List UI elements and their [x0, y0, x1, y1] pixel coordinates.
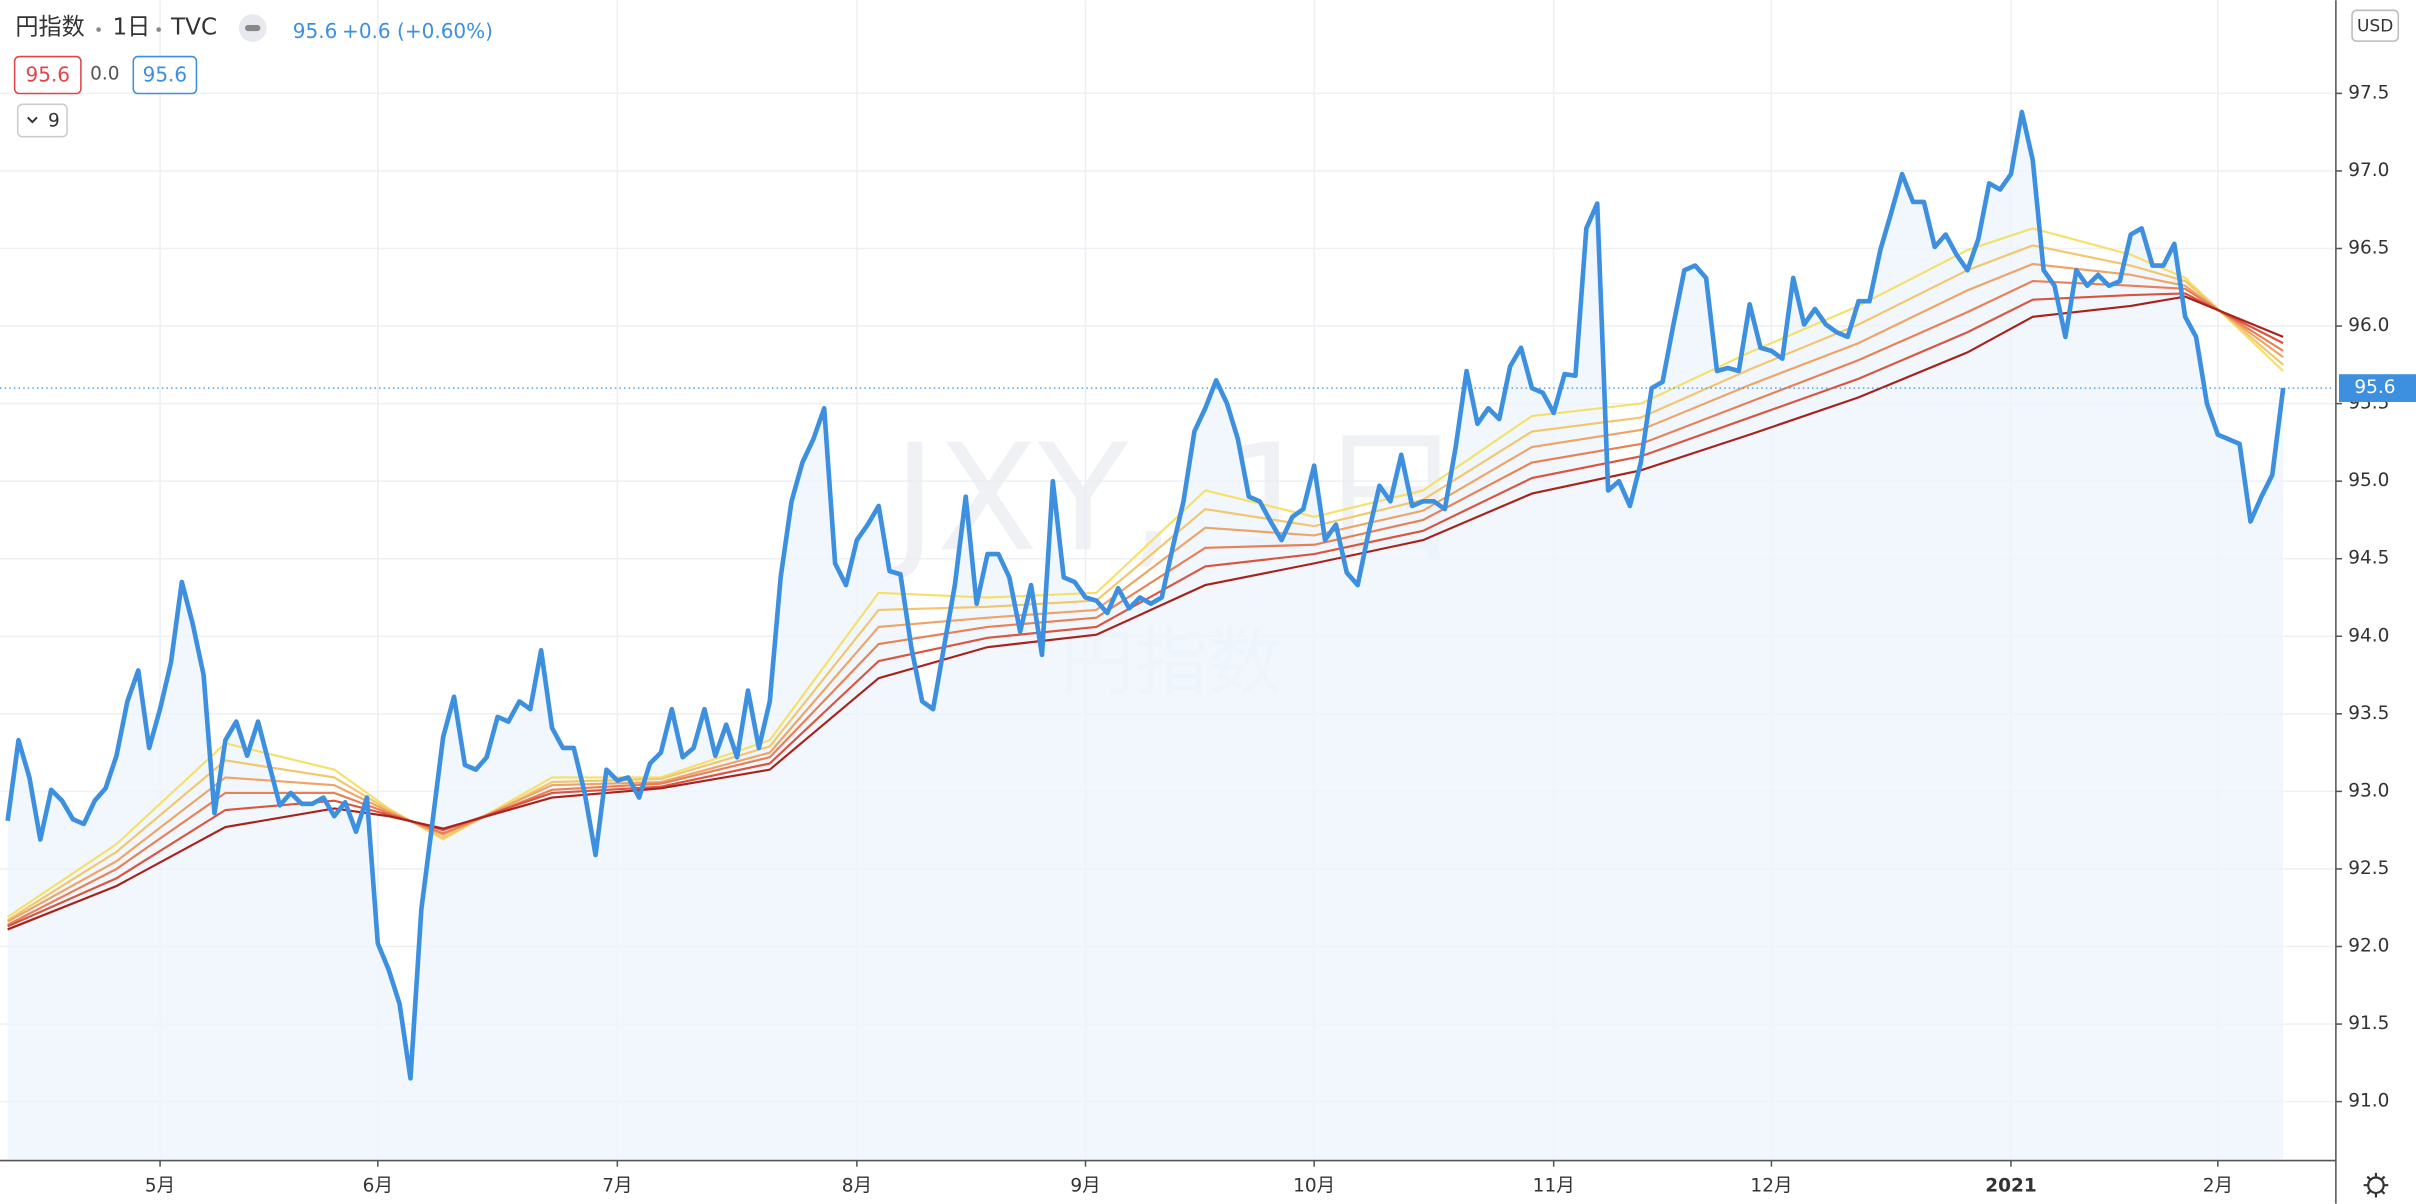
ribbon-line — [7, 292, 2284, 928]
indicator-collapse[interactable] — [16, 103, 68, 138]
gear-teeth — [2363, 1172, 2389, 1198]
currency-box[interactable] — [2351, 9, 2400, 42]
y-tick-label: 94.0 — [2348, 625, 2389, 646]
y-tick-label: 97.5 — [2348, 82, 2389, 103]
price-area — [7, 111, 2284, 1160]
y-tick-label: 96.5 — [2348, 237, 2389, 258]
last-value: 95.6 — [293, 19, 338, 43]
y-tick-label: 96.0 — [2348, 315, 2389, 336]
x-tick-label: 12月 — [1750, 1176, 1792, 1197]
indicator-box — [13, 55, 82, 95]
visibility-icon — [244, 24, 261, 32]
y-tick-label: 94.5 — [2348, 548, 2389, 569]
separator — [156, 27, 162, 32]
x-tick-label: 2月 — [2203, 1176, 2233, 1197]
indicator-value: 95.6 — [25, 62, 70, 86]
y-tick-label: 92.5 — [2348, 858, 2389, 879]
indicator-value: 0.0 — [90, 63, 119, 84]
x-tick-label: 8月 — [842, 1176, 872, 1197]
last-price-tag — [2338, 374, 2416, 402]
y-tick-label: 92.0 — [2348, 936, 2389, 957]
x-tick-label: 5月 — [145, 1176, 175, 1197]
x-tick-label: 7月 — [602, 1176, 632, 1197]
indicator-box — [132, 55, 198, 95]
change: +0.6 (+0.60%) — [342, 19, 493, 43]
x-tick-label: 9月 — [1070, 1176, 1100, 1197]
ribbon-line — [7, 295, 2284, 931]
interval[interactable]: 1日 — [112, 15, 150, 41]
x-tick-label: 11月 — [1533, 1176, 1575, 1197]
y-tick-label: 93.5 — [2348, 703, 2389, 724]
symbol[interactable]: 円指数 — [15, 15, 84, 41]
x-tick-label: 6月 — [363, 1176, 393, 1197]
chevron-icon — [27, 116, 38, 124]
x-tick-label: 2021 — [1985, 1176, 2036, 1197]
settings-icon[interactable] — [2363, 1172, 2389, 1198]
y-tick-label: 91.5 — [2348, 1013, 2389, 1034]
x-tick-label: 10月 — [1293, 1176, 1335, 1197]
ribbon-line — [7, 279, 2284, 926]
last-price-label: 95.6 — [2354, 377, 2395, 398]
y-tick-label: 91.0 — [2348, 1091, 2389, 1112]
separator — [96, 27, 101, 32]
exchange: TVC — [170, 15, 217, 41]
y-tick-label: 93.0 — [2348, 780, 2389, 801]
price-line — [5, 109, 2286, 1081]
ribbon-line — [7, 227, 2284, 918]
indicator-value: 95.6 — [143, 62, 188, 86]
y-tick-label: 95.0 — [2348, 470, 2389, 491]
currency: USD — [2357, 16, 2393, 36]
ribbon-line — [7, 262, 2284, 923]
indicator-count: 9 — [48, 110, 60, 131]
y-tick-label: 97.0 — [2348, 160, 2389, 181]
ribbon-line — [7, 244, 2284, 922]
